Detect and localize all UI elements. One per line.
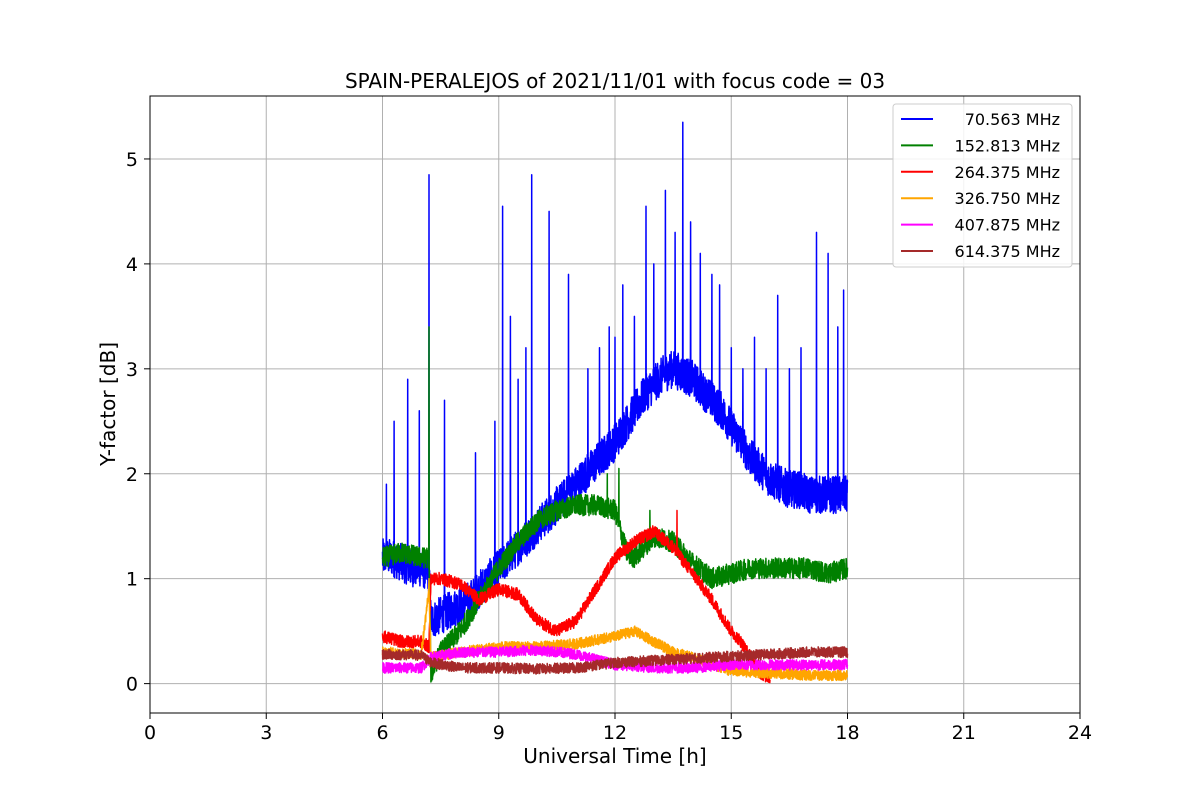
x-tick-label: 12	[603, 722, 627, 744]
series-line-152-813-mhz	[381, 326, 849, 683]
series-line-614-375-mhz	[381, 646, 849, 675]
y-tick-label: 3	[126, 359, 138, 381]
legend-label-614-375-mhz: 614.375 MHz	[955, 242, 1060, 261]
x-tick-label: 3	[260, 722, 272, 744]
legend-label-407-875-mhz: 407.875 MHz	[955, 216, 1060, 235]
series-line-264-375-mhz	[381, 509, 771, 684]
x-tick-label: 15	[719, 722, 743, 744]
y-tick-label: 4	[126, 254, 138, 276]
legend: 70.563 MHz 152.813 MHz 264.375 MHz 326.750 …	[892, 103, 1073, 268]
x-tick-label: 9	[493, 722, 505, 744]
x-axis-label: Universal Time [h]	[523, 744, 706, 768]
y-axis-label: Y-factor [dB]	[96, 342, 120, 467]
legend-label-264-375-mhz: 264.375 MHz	[955, 163, 1060, 182]
x-tick-label: 0	[144, 722, 156, 744]
y-tick-label: 0	[126, 674, 138, 696]
legend-label-326-750-mhz: 326.750 MHz	[955, 189, 1060, 208]
legend-label-70-563-mhz: 70.563 MHz	[965, 110, 1060, 129]
y-tick-label: 5	[126, 149, 138, 171]
x-tick-label: 6	[376, 722, 388, 744]
x-tick-label: 21	[952, 722, 976, 744]
series-line-70-563-mhz	[381, 121, 849, 637]
x-tick-label: 24	[1068, 722, 1092, 744]
series-group	[381, 121, 849, 684]
legend-box	[892, 103, 1073, 268]
chart-title: SPAIN-PERALEJOS of 2021/11/01 with focus…	[345, 69, 885, 93]
legend-label-152-813-mhz: 152.813 MHz	[955, 136, 1060, 155]
y-tick-label: 2	[126, 464, 138, 486]
x-tick-label: 18	[835, 722, 859, 744]
y-tick-label: 1	[126, 569, 138, 591]
